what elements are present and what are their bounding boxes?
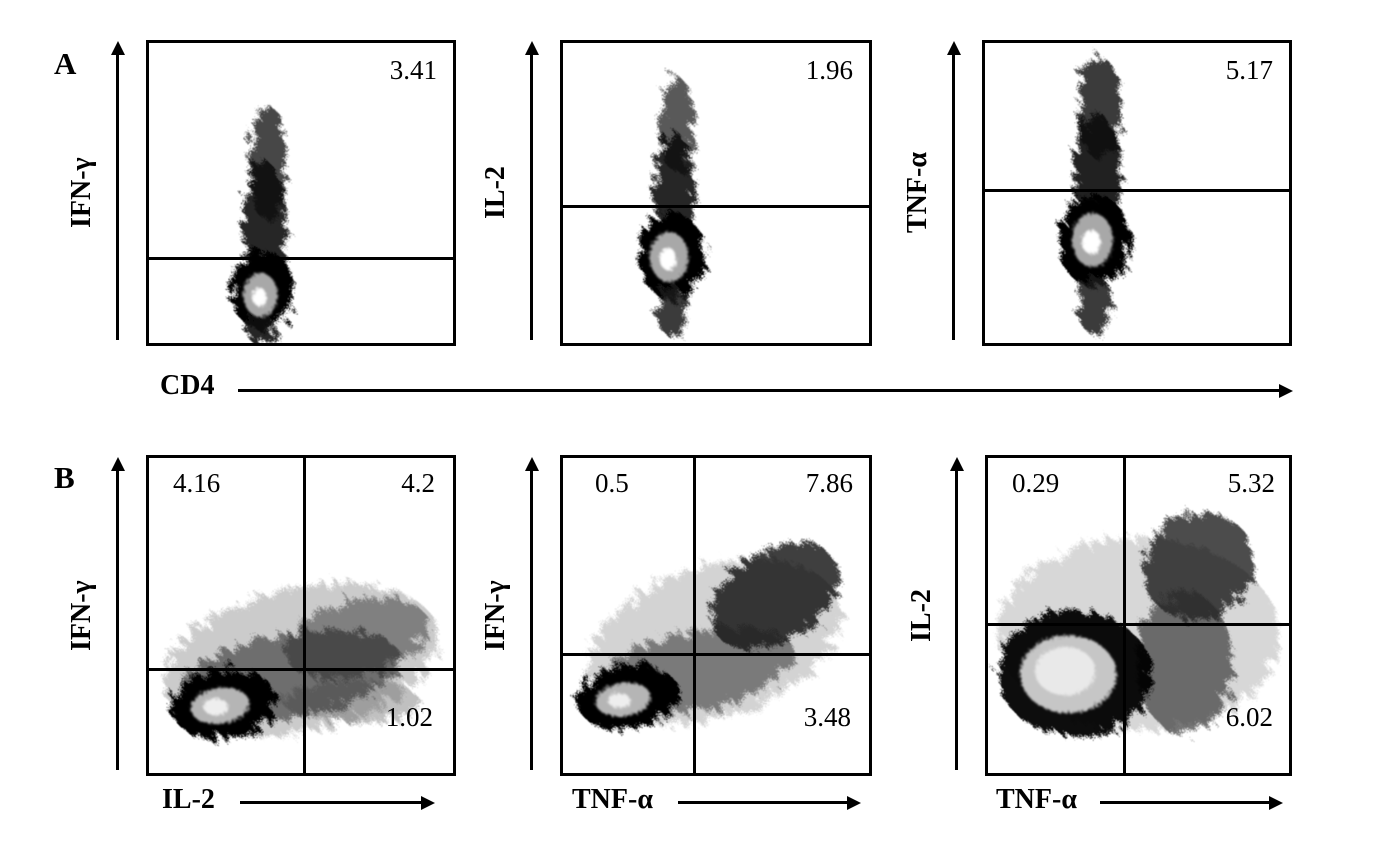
x-axis-right-arrow-icon [240,795,435,810]
gate-percent-value: 3.41 [389,55,437,85]
quadrant-gate-horizontal-line [563,653,869,656]
density-cloud [998,512,1279,737]
density-cloud [577,542,841,731]
y-axis-up-arrow-icon [524,457,539,770]
y-axis-label-a3: TNF-α [902,152,933,234]
flow-plot-b1: 4.16 4.2 1.02 [146,455,456,776]
gate-line [149,257,453,260]
density-cloud [1058,56,1130,335]
x-axis-label-b3: TNF-α [996,784,1077,815]
quadrant-value-upper-left: 0.5 [595,468,629,498]
quadrant-gate-vertical-line [303,458,306,773]
y-axis-label-a1: IFN-γ [66,157,97,229]
gate-percent-value: 1.96 [805,55,853,85]
gate-line [985,189,1289,192]
density-cloud [638,77,706,337]
flow-plot-b3: 0.29 5.32 6.02 [985,455,1292,776]
x-axis-right-arrow-icon [1100,795,1283,810]
quadrant-gate-vertical-line [693,458,696,773]
y-axis-up-arrow-icon [949,457,964,770]
quadrant-value-upper-right: 4.2 [401,468,435,498]
quadrant-value-upper-left: 0.29 [1012,468,1060,498]
y-axis-up-arrow-icon [110,457,125,770]
quadrant-gate-horizontal-line [988,623,1289,626]
flow-plot-a2: 1.96 [560,40,872,346]
y-axis-label-b2: IFN-γ [480,580,511,651]
quadrant-value-lower-right: 3.48 [803,702,851,732]
y-axis-label-b1: IFN-γ [66,580,97,651]
flow-plot-a1: 3.41 [146,40,456,346]
y-axis-up-arrow-icon [110,41,125,340]
y-axis-label-a2: IL-2 [480,166,511,220]
y-axis-label-b3: IL-2 [906,589,937,642]
quadrant-gate-vertical-line [1123,458,1126,773]
flow-plot-b2: 0.5 7.86 3.48 [560,455,872,776]
y-axis-up-arrow-icon [524,41,539,340]
density-cloud [231,105,294,343]
quadrant-value-lower-right: 1.02 [385,702,433,732]
panel-a-label: A [54,46,77,81]
quadrant-gate-horizontal-line [149,668,453,671]
x-axis-label-cd4: CD4 [160,370,215,401]
flow-plot-a3: 5.17 [982,40,1292,346]
quadrant-value-upper-right: 7.86 [805,468,853,498]
gate-line [563,205,869,208]
x-axis-label-b1: IL-2 [162,784,215,815]
quadrant-value-upper-left: 4.16 [173,468,221,498]
quadrant-value-upper-right: 5.32 [1227,468,1275,498]
x-axis-right-arrow-icon [678,795,861,810]
density-cloud [163,583,439,739]
x-axis-label-b2: TNF-α [572,784,653,815]
y-axis-up-arrow-icon [946,41,961,340]
gate-percent-value: 5.17 [1225,55,1273,85]
quadrant-value-lower-right: 6.02 [1225,702,1273,732]
x-axis-right-arrow-icon [238,383,1293,398]
panel-b-label: B [54,460,75,495]
